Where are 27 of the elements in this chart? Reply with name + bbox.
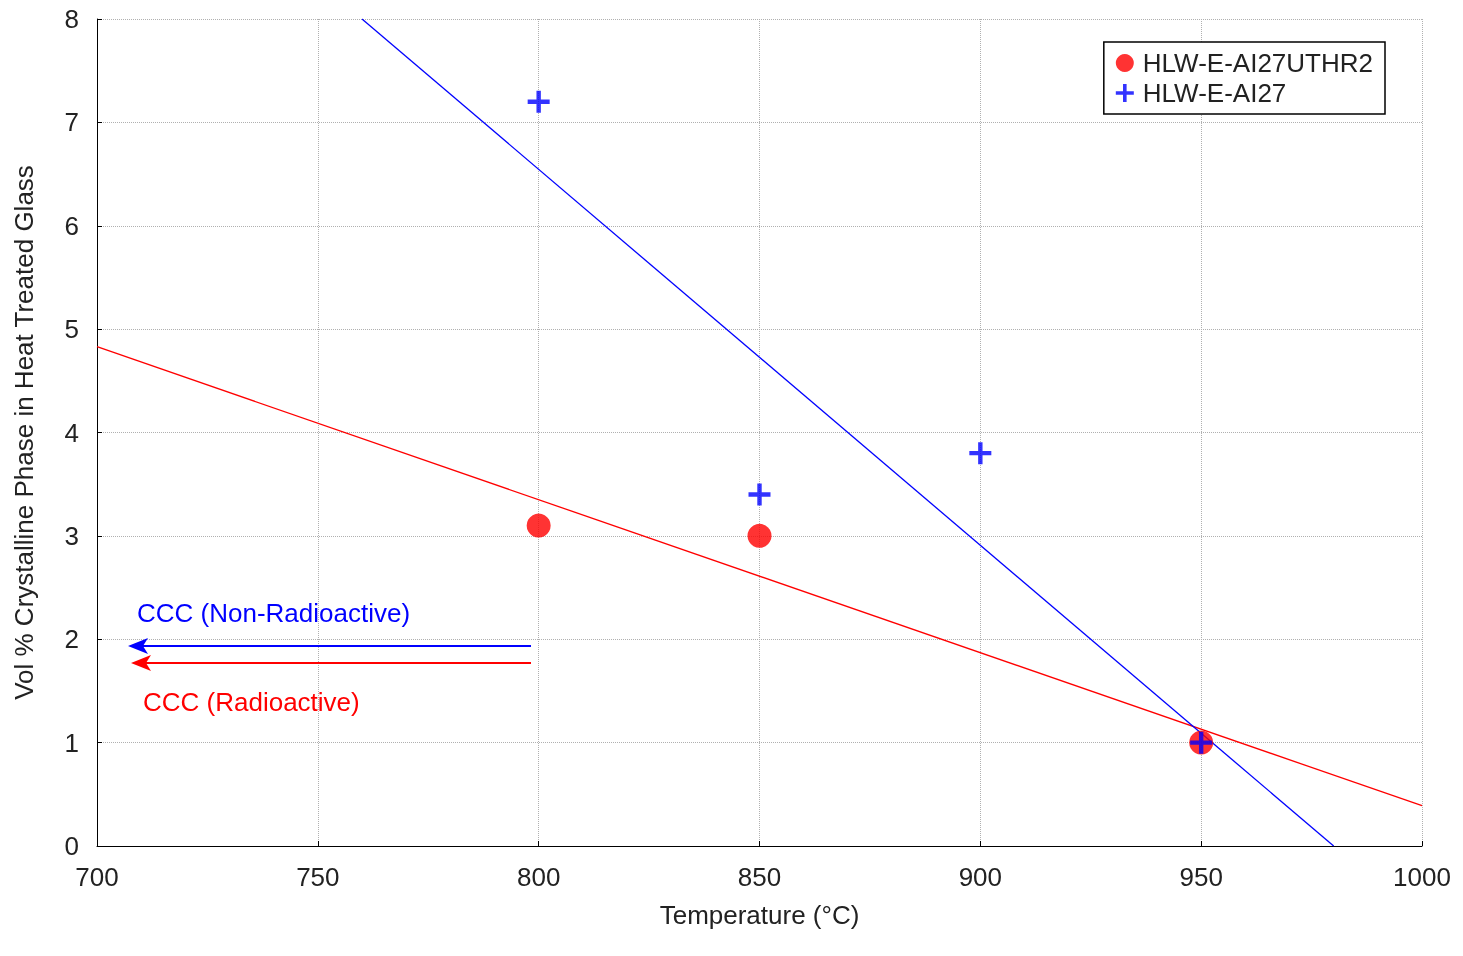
y-axis-title: Vol % Crystalline Phase in Heat Treated Glass — [9, 165, 39, 700]
y-tick-label: 2 — [64, 624, 79, 655]
x-tick-label: 950 — [1179, 862, 1223, 892]
y-tick-label: 1 — [64, 727, 79, 758]
annotation: CCC (Radioactive) — [143, 687, 360, 717]
point — [526, 513, 551, 538]
point — [969, 442, 992, 465]
x-tick-label: 1000 — [1393, 862, 1451, 892]
legend-label: HLW-E-AI27 — [1142, 78, 1287, 108]
y-tick-label: 6 — [64, 210, 79, 241]
point — [748, 483, 771, 506]
y-tick-label: 0 — [64, 831, 79, 861]
x-tick-label: 750 — [296, 862, 340, 892]
y-tick-label: 3 — [64, 520, 79, 551]
x-tick-label: 700 — [75, 862, 119, 892]
x-axis-title: Temperature (°C) — [659, 900, 860, 930]
point — [747, 523, 772, 548]
point — [527, 90, 550, 113]
y-tick-label: 5 — [64, 314, 79, 345]
x-tick-label: 800 — [516, 862, 561, 892]
y-tick-label: 8 — [64, 4, 79, 34]
legend-label: HLW-E-AI27UTHR2 — [1142, 48, 1374, 78]
y-tick-label: 7 — [64, 107, 79, 138]
x-tick-label: 900 — [958, 862, 1003, 892]
x-tick-label: 850 — [737, 862, 782, 892]
annotation: CCC (Non-Radioactive) — [137, 598, 411, 628]
y-tick-label: 4 — [64, 417, 79, 448]
